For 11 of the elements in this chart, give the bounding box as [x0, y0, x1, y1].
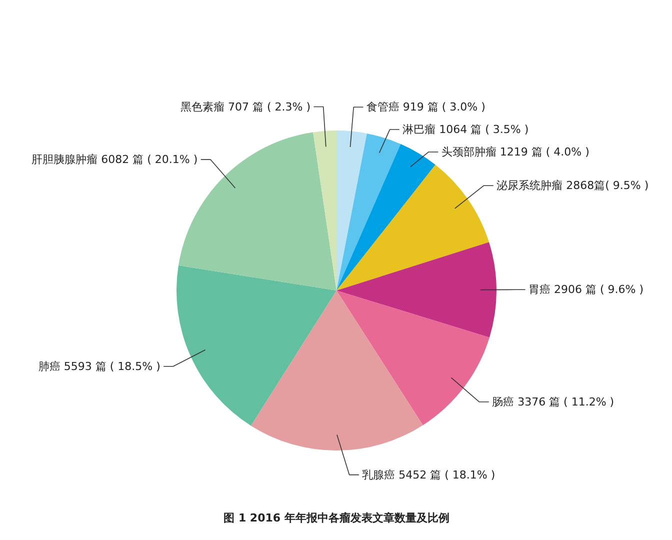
slice-label: 食管癌 919 篇 ( 3.0% ): [366, 100, 486, 114]
slice-label: 肝胆胰腺肿瘤 6082 篇 ( 20.1% ): [32, 153, 198, 166]
slice-label: 泌尿系统肿瘤 2868篇( 9.5% ): [496, 179, 649, 192]
slice-label: 乳腺癌 5452 篇 ( 18.1% ): [362, 468, 496, 482]
slice-label: 淋巴瘤 1064 篇 ( 3.5% ): [402, 123, 529, 136]
text: 图 1 2016 年年报中各瘤发表文章数量及比例: [224, 512, 450, 525]
slice-label: 黑色素瘤 707 篇 ( 2.3% ): [180, 100, 311, 114]
slice-label: 头颈部肿瘤 1219 篇 ( 4.0% ): [441, 145, 590, 158]
slice-label: 胃癌 2906 篇 ( 9.6% ): [528, 283, 644, 296]
slice-label: 肺癌 5593 篇 ( 18.5% ): [38, 360, 160, 373]
slice-label: 肠癌 3376 篇 ( 11.2% ): [492, 395, 614, 408]
